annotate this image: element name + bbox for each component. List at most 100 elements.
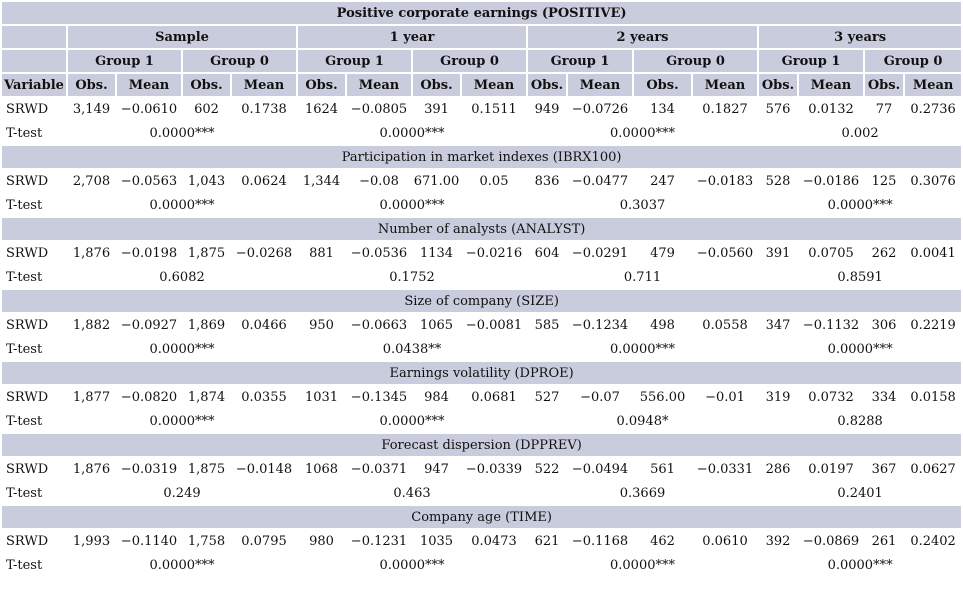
table-cell: 479 — [650, 245, 675, 261]
ttest-value: 0.0000*** — [379, 557, 445, 573]
table-row: SRWD 1,877 −0.0820 1,874 0.0355 1031 −0.1345 98… — [2, 386, 961, 408]
table-cell: −0.0268 — [235, 245, 293, 261]
table-cell: −0.0477 — [571, 173, 629, 189]
row-label: SRWD — [6, 389, 49, 405]
row-label: SRWD — [6, 533, 49, 549]
ttest-value: 0.249 — [163, 485, 201, 501]
row-label: T-test — [6, 485, 43, 501]
ttest-value: 0.0000*** — [149, 413, 215, 429]
period-header: 1 year — [298, 26, 526, 48]
table-cell: 561 — [650, 461, 675, 477]
table-cell: −0.0371 — [350, 461, 408, 477]
ttest-value: 0.0000*** — [149, 341, 215, 357]
table-cell: 556.00 — [639, 389, 686, 405]
section-title: Participation in market indexes (IBRX100… — [2, 146, 962, 168]
table-cell: 319 — [765, 389, 791, 405]
table-cell: 836 — [534, 173, 560, 189]
column-header: Mean — [568, 74, 632, 96]
table-cell: 462 — [650, 533, 675, 549]
table-cell: 527 — [534, 389, 560, 405]
row-label: T-test — [6, 341, 43, 357]
table-cell: 0.0466 — [241, 317, 287, 333]
group-header: Group 0 — [634, 50, 757, 72]
ttest-value: 0.0000*** — [379, 197, 445, 213]
table-cell: 0.0624 — [241, 173, 287, 189]
group-header: Group 1 — [528, 50, 632, 72]
table-cell: 1,877 — [72, 389, 111, 405]
table-cell: −0.0339 — [465, 461, 523, 477]
group-header: Group 1 — [298, 50, 411, 72]
table-cell: −0.1140 — [120, 533, 178, 549]
table-cell: −0.0183 — [696, 173, 754, 189]
table-cell: −0.0186 — [802, 173, 860, 189]
period-header: 3 years — [759, 26, 962, 48]
table-cell: −0.07 — [580, 389, 620, 405]
table-cell: 1,875 — [187, 245, 226, 261]
table-cell: 602 — [194, 101, 219, 117]
table-cell: 334 — [871, 389, 897, 405]
table-cell: 1,876 — [72, 461, 111, 477]
section-header-row: Participation in market indexes (IBRX100… — [2, 146, 962, 168]
group-header: Group 0 — [183, 50, 296, 72]
ttest-value: 0.463 — [393, 485, 431, 501]
table-cell: −0.0563 — [120, 173, 178, 189]
table-cell: −0.0148 — [235, 461, 293, 477]
table-cell: −0.0820 — [120, 389, 178, 405]
table-cell: 1,876 — [72, 245, 111, 261]
table-cell: 528 — [765, 173, 791, 189]
table-row: T-test 0.6082 0.1752 0.711 0.8591 — [2, 266, 961, 288]
table-cell: 604 — [534, 245, 560, 261]
group-header: Group 1 — [759, 50, 863, 72]
ttest-value: 0.0000*** — [149, 557, 215, 573]
row-label: SRWD — [6, 461, 49, 477]
table-cell: 134 — [650, 101, 675, 117]
table-cell: 1,875 — [187, 461, 226, 477]
table-cell: 0.0705 — [808, 245, 854, 261]
table-cell: 0.1738 — [241, 101, 287, 117]
table-cell: −0.0805 — [350, 101, 408, 117]
ttest-value: 0.6082 — [159, 269, 205, 285]
section-header-row: Company age (TIME) — [2, 506, 962, 528]
table-cell: −0.1345 — [350, 389, 408, 405]
table-cell: 984 — [424, 389, 449, 405]
table-cell: 947 — [424, 461, 449, 477]
ttest-value: 0.0000*** — [379, 413, 445, 429]
table-row: SRWD 1,876 −0.0319 1,875 −0.0148 1068 −0.0371 9… — [2, 458, 961, 480]
table-row: T-test 0.0000*** 0.0000*** 0.0000*** 0.002 — [2, 122, 961, 144]
table-cell: 2,708 — [72, 173, 111, 189]
column-header: Obs. — [865, 74, 903, 96]
table-cell: 125 — [871, 173, 897, 189]
table-cell: −0.0331 — [696, 461, 754, 477]
table-cell: 0.0627 — [910, 461, 956, 477]
table-cell: −0.0927 — [120, 317, 178, 333]
table-cell: 950 — [309, 317, 334, 333]
table-cell: 0.0558 — [702, 317, 748, 333]
section-header-row: Earnings volatility (DPROE) — [2, 362, 962, 384]
column-header: Mean — [693, 74, 757, 96]
table-cell: −0.0216 — [465, 245, 523, 261]
table-cell: 262 — [871, 245, 897, 261]
table-cell: 1134 — [419, 245, 454, 261]
ttest-value: 0.8288 — [837, 413, 883, 429]
table-cell: 1,043 — [187, 173, 226, 189]
table-cell: 522 — [534, 461, 560, 477]
table-cell: 0.0795 — [241, 533, 287, 549]
table-cell: 585 — [534, 317, 560, 333]
table-cell: −0.1168 — [571, 533, 629, 549]
row-label: SRWD — [6, 101, 49, 117]
table-row: T-test 0.0000*** 0.0000*** 0.0948* 0.8288 — [2, 410, 961, 432]
table-cell: −0.0610 — [120, 101, 178, 117]
table-cell: 0.0158 — [910, 389, 956, 405]
table-cell: 0.1511 — [471, 101, 517, 117]
table-cell: 621 — [534, 533, 560, 549]
ttest-value: 0.0000*** — [379, 125, 445, 141]
column-header: Obs. — [759, 74, 797, 96]
ttest-value: 0.711 — [623, 269, 662, 285]
table-cell: −0.0081 — [465, 317, 523, 333]
row-label: SRWD — [6, 245, 49, 261]
column-header: Obs. — [298, 74, 345, 96]
table-row: SRWD 3,149 −0.0610 602 0.1738 1624 −0.0805 391 0… — [2, 98, 961, 120]
ttest-value: 0.8591 — [837, 269, 883, 285]
group-header: Group 0 — [865, 50, 962, 72]
table-cell: 3,149 — [72, 101, 111, 117]
